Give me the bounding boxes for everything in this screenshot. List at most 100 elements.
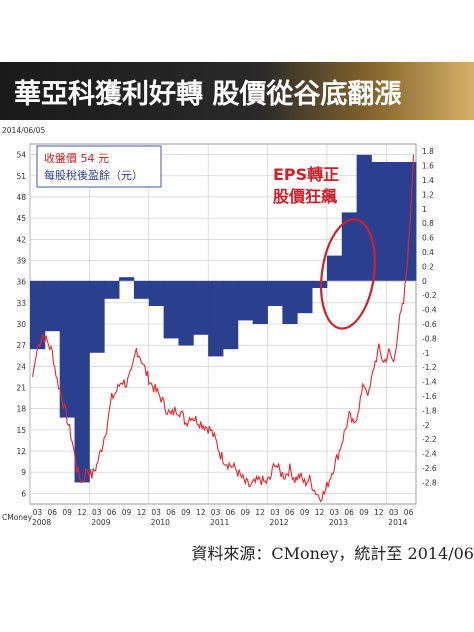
left-axis-tick: 21 (16, 384, 26, 393)
year-label: 2014 (388, 518, 407, 527)
x-axis-tick: 06 (47, 508, 57, 517)
right-axis-tick: 1.8 (422, 147, 434, 156)
eps-price-chart: 6 9 12 15 18 21 24 27 30 33 36 39 42 45 48 51 54 1.8 1.6 1.… (2, 126, 437, 527)
right-axis-tick: 1.6 (422, 162, 434, 171)
right-axis-tick: -2.2 (422, 435, 437, 444)
x-axis-tick: 12 (255, 508, 265, 517)
left-axis-tick: 15 (16, 426, 26, 435)
right-axis-tick: -2.6 (422, 464, 437, 473)
eps-bar (401, 162, 417, 281)
x-axis-tick: 06 (166, 508, 176, 517)
eps-bar (297, 280, 313, 314)
legend-box (36, 145, 162, 188)
right-axis-tick: -0.6 (422, 320, 437, 329)
right-axis-tick: 1.2 (422, 190, 434, 199)
year-label: 2012 (270, 518, 289, 527)
x-axis-tick: 06 (404, 508, 414, 517)
right-axis-tick: 0.8 (422, 219, 434, 228)
eps-bar (223, 280, 239, 350)
eps-bar (30, 280, 46, 350)
x-axis-tick: 06 (344, 508, 354, 517)
right-axis-tick: -0.4 (422, 306, 437, 315)
x-axis-tick: 09 (240, 508, 250, 517)
x-axis-tick: 09 (359, 508, 369, 517)
eps-bar (282, 280, 298, 324)
x-axis-tick: 03 (151, 508, 161, 517)
eps-bar (252, 280, 268, 324)
right-axis-tick: 1.4 (422, 176, 434, 185)
year-label: 2011 (210, 518, 229, 527)
eps-bar (148, 280, 165, 306)
eps-bar (312, 280, 328, 288)
right-axis-tick: -1.6 (422, 392, 437, 401)
legend-eps: 每股稅後盈餘（元） (44, 168, 143, 182)
eps-bar (356, 154, 372, 281)
left-axis-tick: 27 (16, 341, 26, 350)
eps-bar (89, 280, 105, 353)
left-axis-tick: 9 (21, 468, 26, 477)
right-axis-tick: 0.2 (422, 262, 434, 271)
left-axis-tick: 36 (16, 278, 26, 287)
eps-bar (341, 212, 358, 281)
eps-bar (178, 280, 194, 346)
eps-bar (267, 280, 283, 306)
year-label: 2010 (151, 518, 170, 527)
eps-bar (59, 280, 75, 418)
x-axis-tick: 03 (270, 508, 280, 517)
eps-bar (44, 280, 61, 332)
eps-bar (104, 280, 120, 299)
left-axis-tick: 42 (16, 235, 26, 244)
right-axis-tick: 0.4 (422, 248, 434, 257)
eps-bar (74, 280, 90, 483)
left-axis-tick: 45 (16, 214, 26, 223)
eps-bar (133, 280, 150, 299)
cmoney-label: CMoney (2, 513, 33, 522)
legend-price: 收盤價 54 元 (44, 151, 109, 165)
right-axis-tick: -0.2 (422, 291, 437, 300)
right-axis-tick: -1.2 (422, 363, 437, 372)
year-label: 2008 (32, 518, 51, 527)
x-axis-tick: 03 (33, 508, 43, 517)
annotation-line1: EPS轉正 (273, 165, 339, 184)
left-axis-tick: 30 (16, 320, 26, 329)
x-axis-tick: 12 (137, 508, 147, 517)
left-axis-tick: 54 (16, 151, 26, 160)
x-axis-tick: 09 (300, 508, 310, 517)
right-axis-tick: -2 (422, 421, 430, 430)
x-axis-tick: 12 (374, 508, 384, 517)
eps-bar (163, 280, 179, 339)
eps-bar (119, 277, 135, 281)
eps-bar (237, 280, 254, 321)
x-axis-tick: 03 (211, 508, 221, 517)
x-axis-tick: 12 (315, 508, 325, 517)
right-axis-tick: 0 (422, 277, 427, 286)
x-axis-tick: 06 (107, 508, 117, 517)
left-axis-tick: 12 (16, 447, 26, 456)
x-axis-tick: 09 (122, 508, 132, 517)
right-axis-tick: -0.8 (422, 334, 437, 343)
left-axis-tick: 51 (16, 172, 26, 181)
title-banner: 華亞科獲利好轉 股價從谷底翻漲 (0, 62, 474, 120)
x-axis-tick: 06 (226, 508, 236, 517)
x-axis-tick: 03 (92, 508, 102, 517)
page-title: 華亞科獲利好轉 股價從谷底翻漲 (14, 79, 402, 110)
source-note: 資料來源：CMoney，統計至 2014/06 (191, 544, 474, 563)
right-axis-tick: 0.6 (422, 234, 434, 243)
left-axis-tick: 18 (16, 405, 26, 414)
date-label: 2014/06/05 (2, 126, 45, 135)
right-axis-tick: 1 (422, 205, 427, 214)
annotation-circle (320, 218, 376, 330)
year-label: 2013 (329, 518, 348, 527)
x-axis-tick: 03 (330, 508, 340, 517)
eps-bar (193, 280, 209, 335)
left-axis-tick: 48 (16, 193, 26, 202)
x-axis-tick: 09 (62, 508, 72, 517)
x-axis-tick: 03 (389, 508, 399, 517)
left-axis-tick: 39 (16, 256, 26, 265)
price-line (31, 154, 415, 503)
left-axis-tick: 33 (16, 299, 26, 308)
x-axis-tick: 06 (285, 508, 295, 517)
eps-bar (326, 255, 343, 281)
right-axis-tick: -1.8 (422, 406, 437, 415)
annotation-line2: 股價狂飆 (273, 187, 337, 206)
